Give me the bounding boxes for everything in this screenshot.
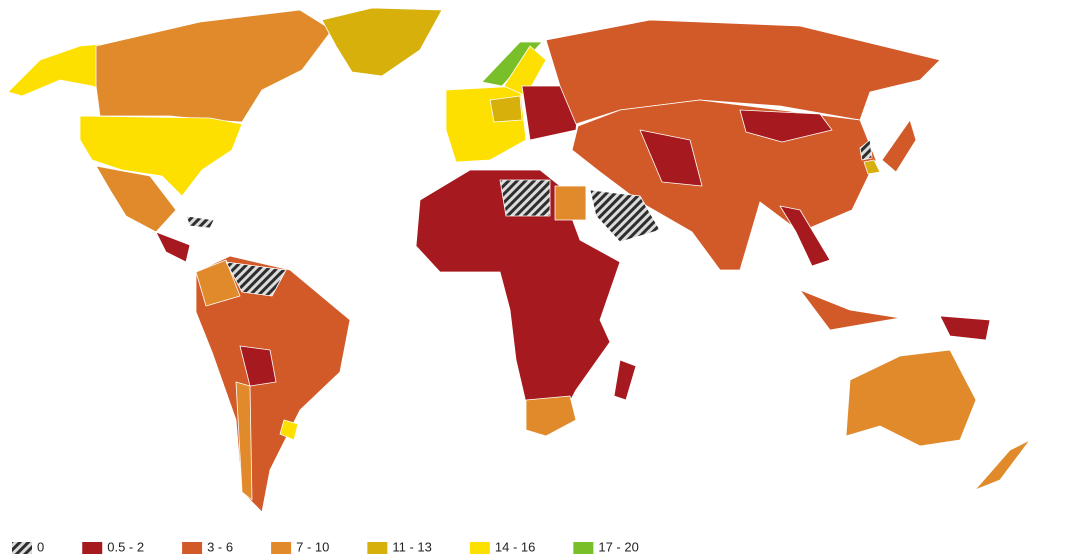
region <box>321 7 443 77</box>
region <box>239 345 277 387</box>
legend: 0 0.5 - 2 3 - 6 7 - 10 11 - 13 14 - 16 17 - 20 <box>12 539 639 554</box>
region <box>845 349 977 447</box>
region <box>589 189 661 243</box>
region <box>859 139 873 161</box>
legend-label: 17 - 20 <box>598 539 638 554</box>
region <box>863 159 881 175</box>
region <box>279 419 299 441</box>
legend-swatch <box>367 542 388 554</box>
region <box>974 439 1031 491</box>
region <box>525 395 577 437</box>
region <box>185 215 215 229</box>
region <box>554 185 587 221</box>
legend-swatch <box>271 542 292 554</box>
legend-swatch <box>182 542 203 554</box>
region <box>939 315 991 341</box>
legend-swatch <box>82 542 103 554</box>
region <box>225 261 287 297</box>
region <box>499 179 551 217</box>
legend-label: 11 - 13 <box>392 539 432 554</box>
region <box>881 119 917 173</box>
region <box>613 359 637 401</box>
map-regions <box>7 7 1031 513</box>
legend-label: 0.5 - 2 <box>107 539 144 554</box>
legend-swatch <box>573 542 594 554</box>
legend-label: 3 - 6 <box>207 539 233 554</box>
region <box>799 289 901 331</box>
region <box>155 231 191 263</box>
region <box>79 115 243 197</box>
region <box>779 205 831 267</box>
region <box>195 255 351 513</box>
region <box>489 95 523 123</box>
region <box>195 259 241 307</box>
region <box>95 9 333 123</box>
legend-label: 0 <box>37 539 44 554</box>
legend-swatch <box>12 542 32 554</box>
region <box>571 99 877 271</box>
legend-swatch <box>469 542 490 554</box>
region <box>235 381 253 501</box>
region <box>639 129 703 187</box>
region <box>503 45 547 97</box>
region <box>415 169 621 421</box>
legend-label: 14 - 16 <box>495 539 535 554</box>
region <box>739 109 833 143</box>
legend-label: 7 - 10 <box>296 539 329 554</box>
